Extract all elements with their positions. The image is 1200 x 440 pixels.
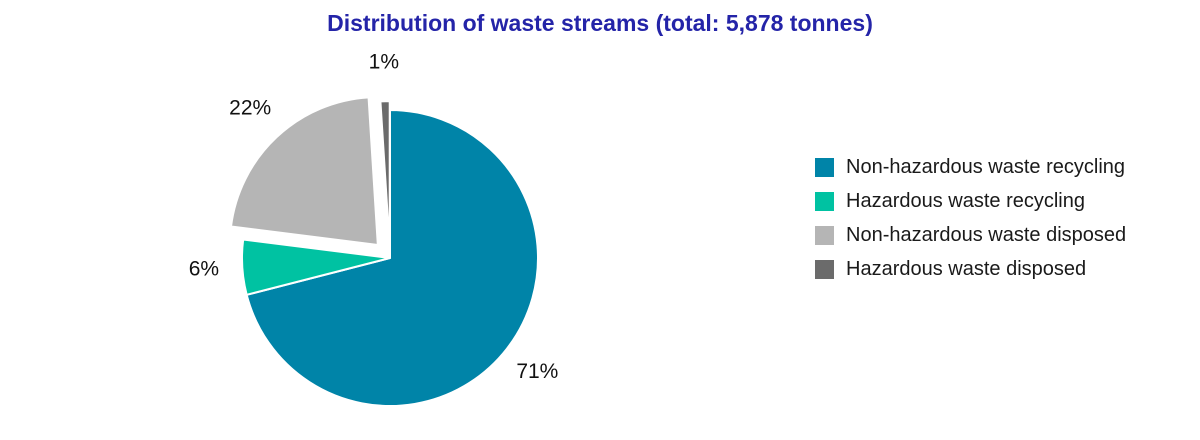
pie-slice-1 [241,238,391,297]
slice-percent-label: 1% [369,50,399,73]
slice-percent-label: 22% [229,97,271,120]
pie-slice-3 [379,100,391,250]
legend-label: Hazardous waste disposed [846,258,1087,280]
pie-slice-2 [229,96,379,247]
legend-label: Hazardous waste recycling [846,190,1085,212]
legend-swatch-non-hazardous-recycling [815,158,834,177]
slice-percent-label: 6% [189,257,219,280]
legend-swatch-hazardous-disposed [815,260,834,279]
legend-item: Non-hazardous waste disposed [815,224,1126,247]
pie-slice-0 [245,108,539,407]
legend: Non-hazardous waste recycling Hazardous … [815,156,1126,281]
legend-item: Hazardous waste disposed [815,258,1126,281]
legend-item: Non-hazardous waste recycling [815,156,1126,179]
slice-percent-label: 71% [516,360,558,383]
legend-swatch-hazardous-recycling [815,192,834,211]
legend-item: Hazardous waste recycling [815,190,1126,213]
pie-chart: 71% 6% 22% 1% [189,50,558,407]
legend-label: Non-hazardous waste recycling [846,156,1126,178]
chart-title: Distribution of waste streams (total: 5,… [327,10,873,36]
legend-label: Non-hazardous waste disposed [846,224,1127,246]
legend-swatch-non-hazardous-disposed [815,226,834,245]
